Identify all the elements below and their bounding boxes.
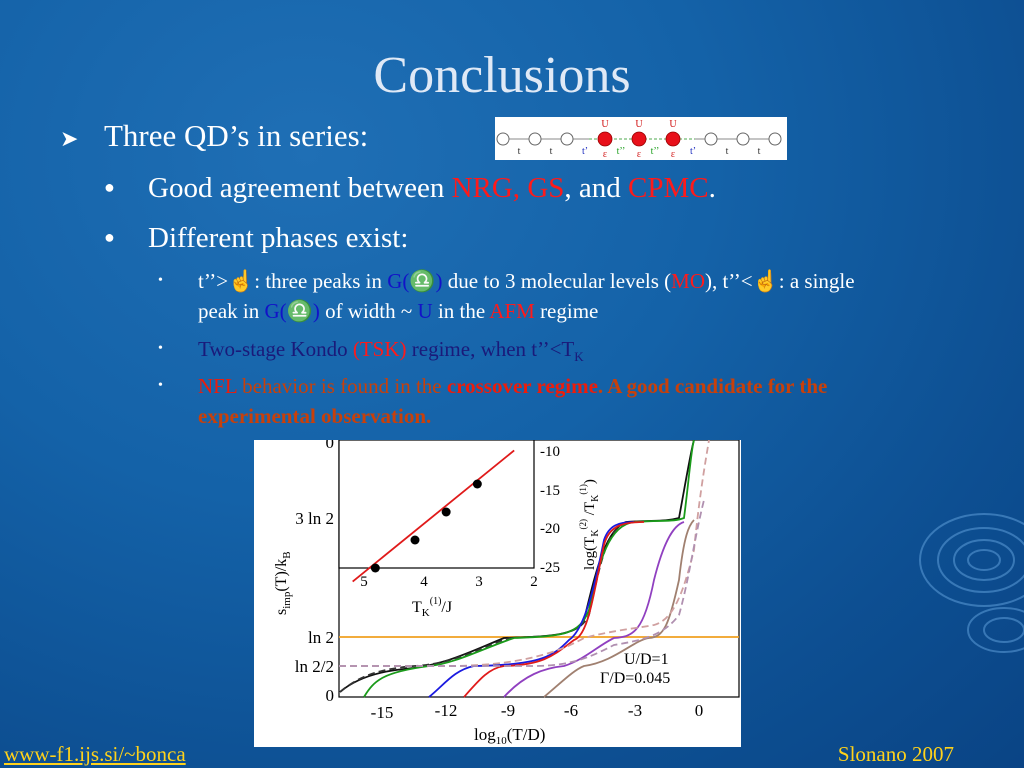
bullet-peaks-description: • t’’>☝: three peaks in G(♎) due to 3 mo…	[158, 266, 898, 326]
annotation-gamma: Γ/D=0.045	[600, 670, 670, 687]
bullet-good-agreement: ● Good agreement between NRG, GS, and CPM…	[104, 172, 716, 204]
qd-u-label: U	[669, 119, 677, 130]
y-tick-label: ln 2/2	[295, 657, 334, 676]
series-lavender-dashed	[339, 499, 705, 667]
qd-hop-label: t	[758, 146, 761, 157]
dot-bullet-icon: ●	[104, 226, 115, 247]
inset-x-tick: 3	[475, 574, 483, 590]
qd-lead-site	[528, 132, 542, 146]
qd-lead-site	[768, 132, 782, 146]
svg-text:TK(1)/J: TK(1)/J	[412, 596, 452, 619]
quantum-dot	[665, 131, 681, 147]
x-axis-label: log10(T/D)	[474, 725, 545, 747]
inset-y-tick: -20	[540, 521, 560, 537]
inset-marks	[352, 449, 515, 583]
qd-lead-site	[560, 132, 574, 146]
dot-bullet-icon: ●	[104, 176, 115, 197]
qd-hop-label: t	[726, 146, 729, 157]
inset-x-label: TK(1)/J	[412, 596, 452, 619]
entropy-plot: 0 3 ln 2 ln 2 ln 2/2 0 simp(T)/kB -15 -1…	[254, 440, 741, 747]
inset-y-label: log(TK(2) /TK(1))	[578, 479, 601, 570]
qd-hop-label: t’	[582, 146, 588, 157]
x-tick-label: -9	[501, 701, 515, 720]
y-axis-label: simp(T)/kB	[273, 551, 293, 615]
qd-hop-label: t	[550, 146, 553, 157]
svg-text:simp(T)/kB: simp(T)/kB	[273, 551, 293, 615]
series-blue	[428, 521, 635, 698]
inset-point	[410, 535, 420, 545]
quantum-dot	[597, 131, 613, 147]
qd-eps-label: ε	[671, 149, 675, 160]
dash-bullet-icon: •	[158, 341, 163, 356]
qd-u-label: U	[635, 119, 643, 130]
x-tick-label: -12	[435, 701, 458, 720]
y-tick-label: 0	[326, 440, 335, 452]
y-tick-label: ln 2	[308, 628, 334, 647]
bullet-two-stage-kondo: • Two-stage Kondo (TSK) regime, when t’’…	[158, 334, 898, 372]
inset-point	[441, 507, 451, 517]
inset-y-tick: -25	[540, 560, 560, 576]
series-purple	[503, 521, 685, 698]
inset-y-tick: -15	[540, 483, 560, 499]
footer-url-link[interactable]: www-f1.ijs.si/~bonca	[4, 742, 186, 766]
x-tick-label: -3	[628, 701, 642, 720]
dash-bullet-icon: •	[158, 378, 163, 393]
y-tick-label: 3 ln 2	[295, 509, 334, 528]
qd-hop-label: t’	[690, 146, 696, 157]
qd-hop-label: t’’	[617, 146, 626, 157]
inset-fit-line	[352, 449, 515, 583]
qd-u-label: U	[601, 119, 609, 130]
qd-hop-label: t’’	[651, 146, 660, 157]
qd-hop-label: t	[518, 146, 521, 157]
quantum-dot	[631, 131, 647, 147]
x-tick-label: 0	[695, 701, 704, 720]
bullet-different-phases: ● Different phases exist:	[104, 222, 409, 254]
x-tick-label: -15	[371, 703, 394, 722]
inset-y-tick: -10	[540, 444, 560, 460]
qd-eps-label: ε	[637, 149, 641, 160]
annotation-u: U/D=1	[624, 651, 669, 668]
inset-x-tick: 2	[530, 574, 538, 590]
series-red	[463, 521, 645, 698]
qd-lead-site	[496, 132, 510, 146]
svg-text:log10(T/D): log10(T/D)	[474, 725, 545, 747]
qd-lead-site	[736, 132, 750, 146]
dash-bullet-icon: •	[158, 273, 163, 288]
slide-title: Conclusions	[373, 47, 631, 104]
series-brown	[543, 519, 695, 698]
inset-x-tick: 4	[420, 574, 428, 590]
footer-conference: Slonano 2007	[837, 742, 954, 766]
x-tick-label: -6	[564, 701, 578, 720]
qd-lead-site	[704, 132, 718, 146]
inset-x-tick: 5	[360, 574, 368, 590]
bullet-nfl-behavior: • NFL behavior is found in the crossover…	[158, 371, 898, 431]
svg-text:log(TK(2) /TK(1)): log(TK(2) /TK(1))	[578, 479, 601, 570]
series-pink-dashed	[339, 440, 710, 667]
qd-series-diagram: U U U t t t’ ε t’’ ε t’’ ε t’ t t	[495, 117, 787, 160]
bullet-three-qds: ➤ Three QD’s in series:	[60, 118, 369, 153]
qd-eps-label: ε	[603, 149, 607, 160]
y-tick-label: 0	[326, 686, 335, 705]
inset-point	[472, 479, 482, 489]
inset-point	[370, 563, 380, 573]
arrow-bullet-icon: ➤	[60, 126, 79, 151]
ripple-decoration	[919, 513, 1024, 653]
